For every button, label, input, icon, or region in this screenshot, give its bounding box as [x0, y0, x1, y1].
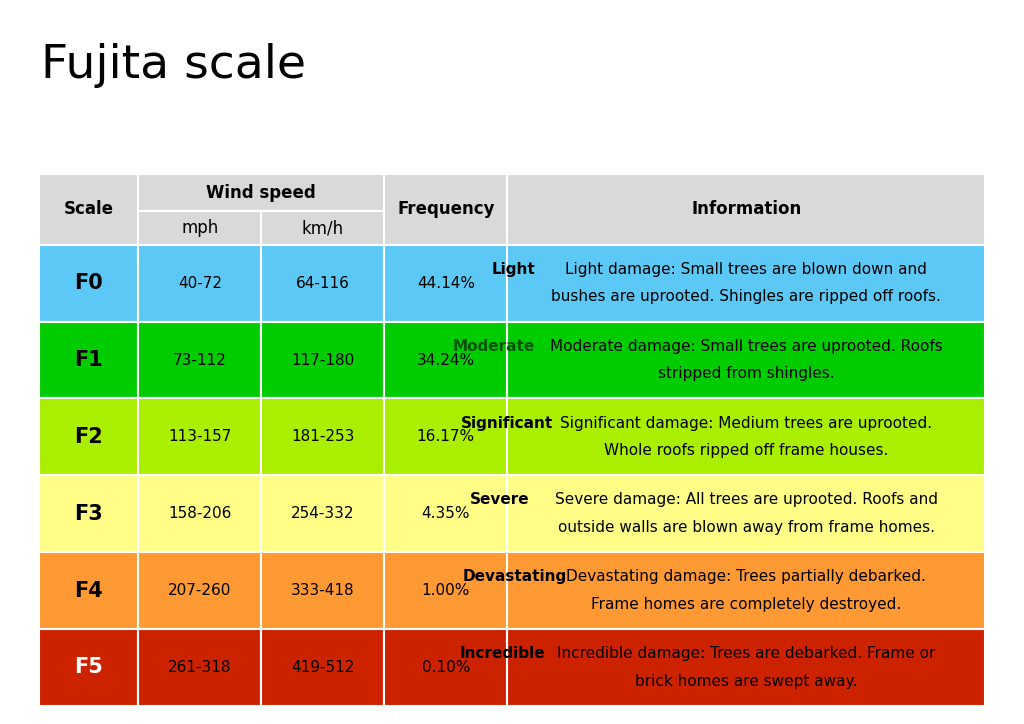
FancyBboxPatch shape: [261, 552, 384, 629]
FancyBboxPatch shape: [261, 398, 384, 476]
FancyBboxPatch shape: [507, 552, 985, 629]
FancyBboxPatch shape: [138, 629, 261, 706]
FancyBboxPatch shape: [138, 211, 261, 245]
FancyBboxPatch shape: [507, 476, 985, 552]
Text: km/h: km/h: [302, 219, 344, 237]
Text: F2: F2: [74, 427, 103, 447]
Text: 254-332: 254-332: [291, 506, 354, 521]
FancyBboxPatch shape: [39, 552, 138, 629]
FancyBboxPatch shape: [138, 398, 261, 476]
Text: 113-157: 113-157: [168, 429, 231, 445]
Text: Light damage: Small trees are blown down and: Light damage: Small trees are blown down…: [565, 262, 927, 277]
Text: Incredible: Incredible: [460, 647, 546, 661]
FancyBboxPatch shape: [138, 321, 261, 398]
Text: Devastating: Devastating: [463, 569, 566, 584]
Text: 333-418: 333-418: [291, 583, 354, 598]
FancyBboxPatch shape: [261, 629, 384, 706]
Text: 64-116: 64-116: [296, 276, 350, 290]
FancyBboxPatch shape: [507, 398, 985, 476]
Text: 40-72: 40-72: [178, 276, 222, 290]
FancyBboxPatch shape: [138, 245, 261, 321]
Text: 419-512: 419-512: [291, 660, 354, 675]
Text: 158-206: 158-206: [168, 506, 231, 521]
Text: 34.24%: 34.24%: [417, 353, 475, 368]
FancyBboxPatch shape: [384, 552, 507, 629]
Text: F4: F4: [74, 581, 103, 601]
Text: stripped from shingles.: stripped from shingles.: [657, 366, 835, 382]
FancyBboxPatch shape: [39, 629, 138, 706]
FancyBboxPatch shape: [261, 476, 384, 552]
Text: outside walls are blown away from frame homes.: outside walls are blown away from frame …: [558, 520, 935, 535]
Text: Significant damage: Medium trees are uprooted.: Significant damage: Medium trees are upr…: [560, 416, 932, 431]
FancyBboxPatch shape: [384, 398, 507, 476]
Text: Devastating damage: Trees partially debarked.: Devastating damage: Trees partially deba…: [566, 569, 926, 584]
FancyBboxPatch shape: [39, 476, 138, 552]
FancyBboxPatch shape: [507, 245, 985, 321]
Text: Scale: Scale: [63, 201, 114, 218]
FancyBboxPatch shape: [39, 174, 138, 245]
Text: mph: mph: [181, 219, 218, 237]
Text: 1.00%: 1.00%: [422, 583, 470, 598]
Text: Frame homes are completely destroyed.: Frame homes are completely destroyed.: [591, 597, 901, 612]
FancyBboxPatch shape: [384, 476, 507, 552]
Text: bushes are uprooted. Shingles are ripped off roofs.: bushes are uprooted. Shingles are ripped…: [551, 290, 941, 304]
FancyBboxPatch shape: [507, 174, 985, 245]
Text: 207-260: 207-260: [168, 583, 231, 598]
Text: F0: F0: [74, 273, 103, 293]
Text: 4.35%: 4.35%: [422, 506, 470, 521]
Text: F1: F1: [74, 350, 103, 370]
Text: F3: F3: [74, 504, 103, 523]
Text: Incredible damage: Trees are debarked. Frame or: Incredible damage: Trees are debarked. F…: [557, 647, 935, 661]
FancyBboxPatch shape: [507, 321, 985, 398]
Text: Moderate: Moderate: [453, 339, 535, 354]
FancyBboxPatch shape: [39, 398, 138, 476]
Text: brick homes are swept away.: brick homes are swept away.: [635, 674, 857, 689]
Text: 117-180: 117-180: [291, 353, 354, 368]
Text: 44.14%: 44.14%: [417, 276, 475, 290]
Text: Significant: Significant: [461, 416, 553, 431]
Text: Frequency: Frequency: [397, 201, 495, 218]
FancyBboxPatch shape: [261, 321, 384, 398]
Text: 16.17%: 16.17%: [417, 429, 475, 445]
Text: Light: Light: [492, 262, 536, 277]
FancyBboxPatch shape: [384, 245, 507, 321]
Text: Whole roofs ripped off frame houses.: Whole roofs ripped off frame houses.: [604, 443, 889, 458]
FancyBboxPatch shape: [507, 629, 985, 706]
FancyBboxPatch shape: [138, 174, 384, 211]
Text: Moderate damage: Small trees are uprooted. Roofs: Moderate damage: Small trees are uproote…: [550, 339, 942, 354]
Text: 0.10%: 0.10%: [422, 660, 470, 675]
Text: 181-253: 181-253: [291, 429, 354, 445]
FancyBboxPatch shape: [39, 245, 138, 321]
Text: Fujita scale: Fujita scale: [41, 43, 306, 88]
FancyBboxPatch shape: [138, 476, 261, 552]
FancyBboxPatch shape: [261, 211, 384, 245]
Text: 73-112: 73-112: [173, 353, 226, 368]
FancyBboxPatch shape: [39, 321, 138, 398]
Text: Severe damage: All trees are uprooted. Roofs and: Severe damage: All trees are uprooted. R…: [555, 492, 938, 508]
FancyBboxPatch shape: [384, 174, 507, 245]
Text: 261-318: 261-318: [168, 660, 231, 675]
Text: F5: F5: [74, 657, 103, 678]
FancyBboxPatch shape: [261, 245, 384, 321]
Text: Information: Information: [691, 201, 802, 218]
FancyBboxPatch shape: [384, 321, 507, 398]
Text: Severe: Severe: [470, 492, 529, 508]
Text: Wind speed: Wind speed: [207, 184, 316, 201]
FancyBboxPatch shape: [384, 629, 507, 706]
FancyBboxPatch shape: [138, 552, 261, 629]
